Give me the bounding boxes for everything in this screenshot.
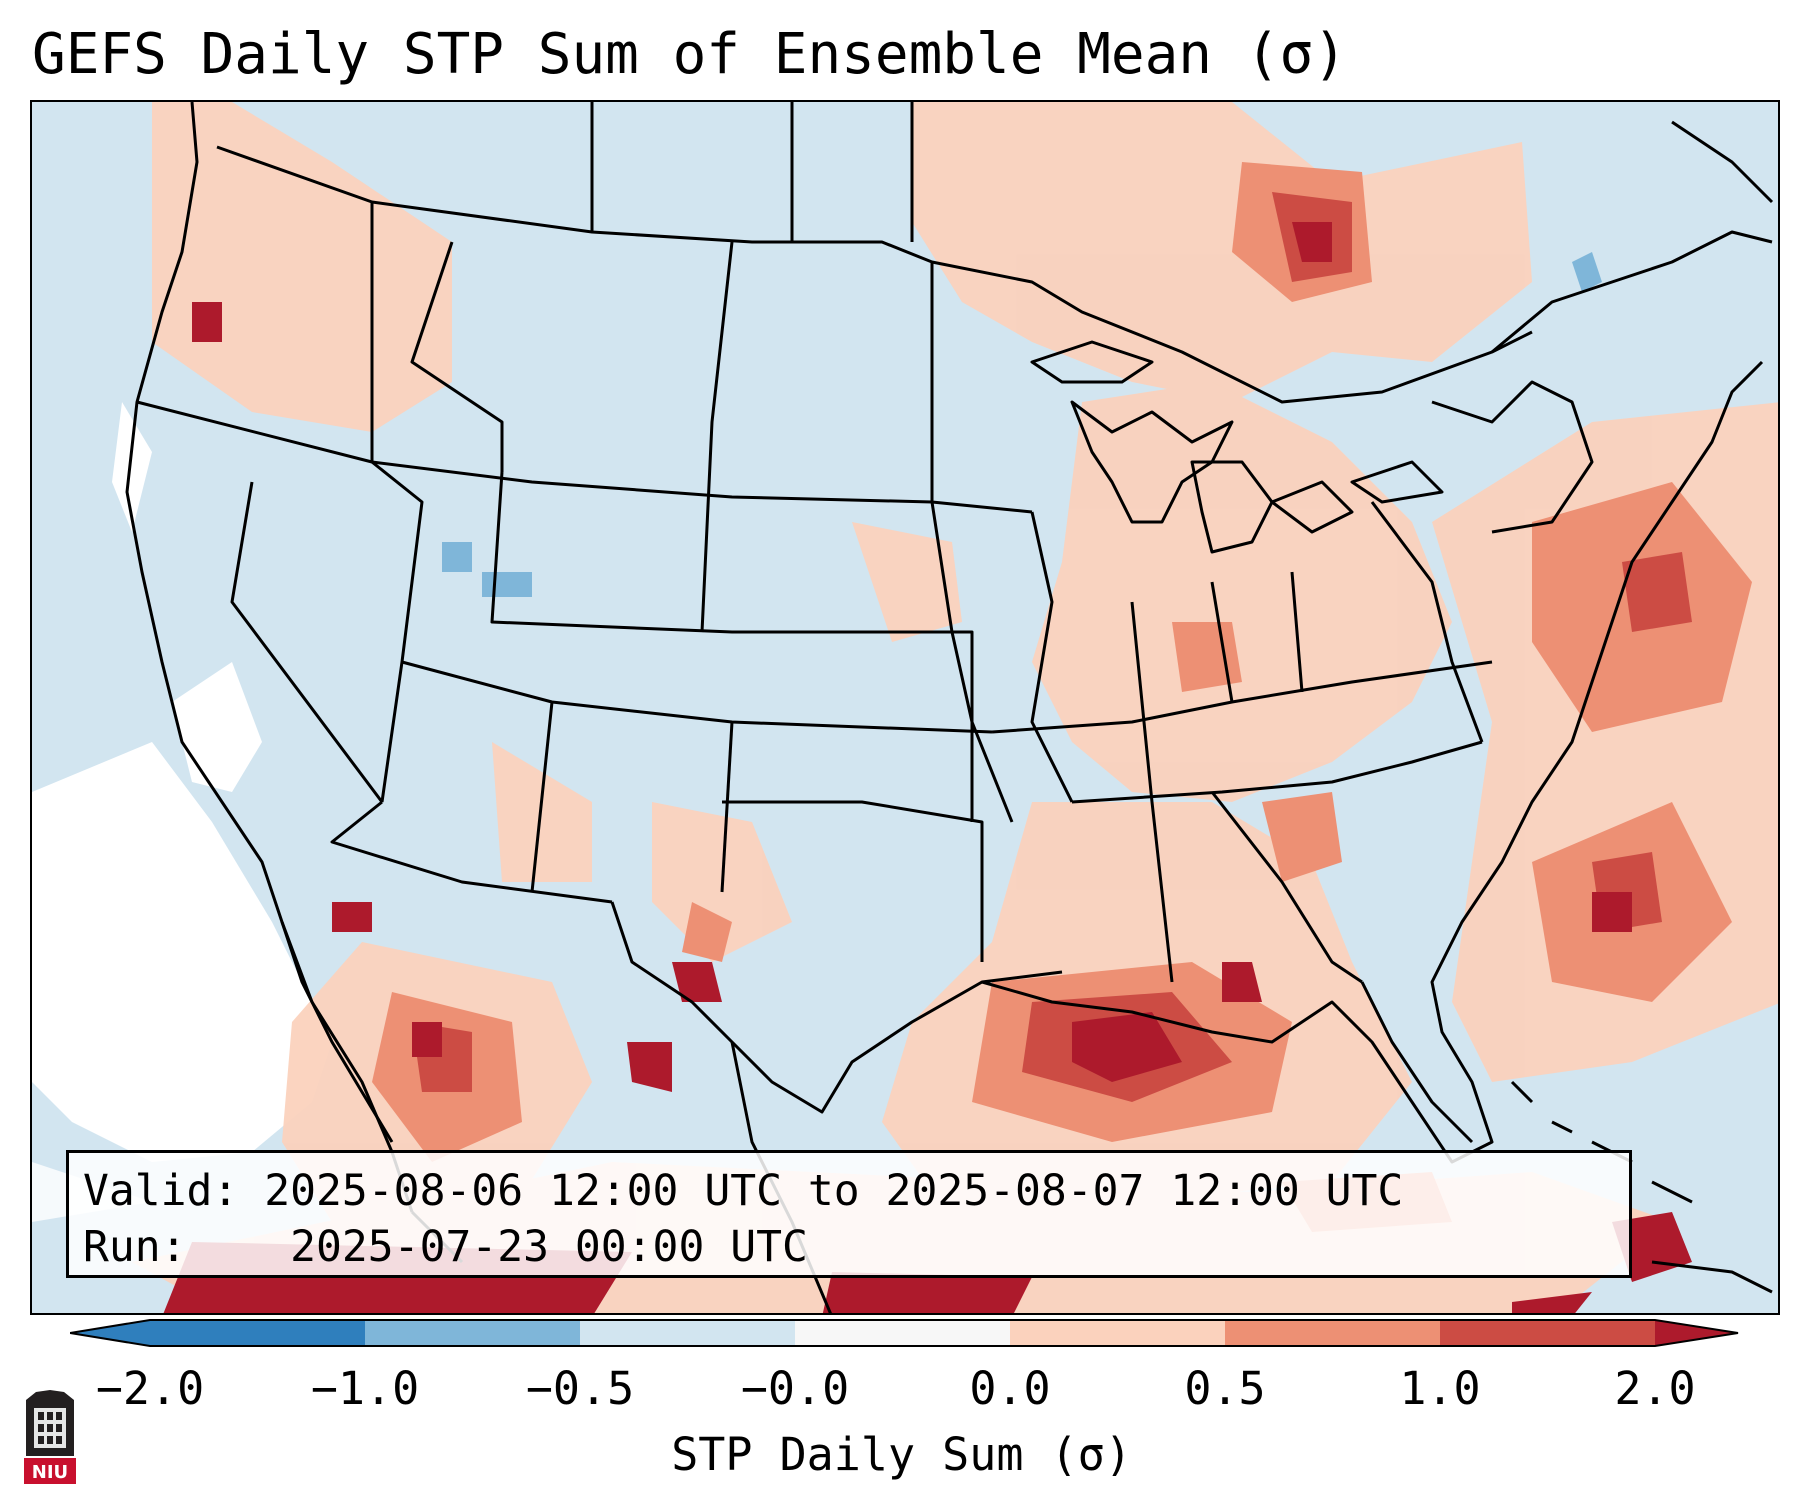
colorbar-tick-label: 0.5: [1184, 1362, 1266, 1415]
valid-run-info-box: Valid: 2025-08-06 12:00 UTC to 2025-08-0…: [66, 1150, 1632, 1278]
colorbar-tick-label: −0.0: [740, 1362, 850, 1415]
country-state-borders: [125, 102, 1774, 1313]
anomaly-light-positive: [132, 102, 1778, 1313]
colorbar-segment-7: [1440, 1320, 1655, 1346]
map-panel: [30, 100, 1780, 1315]
colorbar-segment-3: [580, 1320, 795, 1346]
logo-text: NIU: [32, 1462, 68, 1483]
colorbar-extend-low: [70, 1320, 150, 1346]
colorbar-label: STP Daily Sum (σ): [671, 1428, 1132, 1481]
colorbar-tick-label: 0.0: [969, 1362, 1051, 1415]
valid-value: 2025-08-06 12:00 UTC to 2025-08-07 12:00…: [264, 1166, 1404, 1216]
valid-label: Valid:: [83, 1166, 239, 1216]
colorbar-segment-4: [795, 1320, 1010, 1346]
niu-logo: NIU: [24, 1390, 76, 1484]
run-label: Run:: [83, 1222, 187, 1272]
colorbar-tick-label: 1.0: [1399, 1362, 1481, 1415]
colorbar-segment-2: [365, 1320, 580, 1346]
colorbar-segment-6: [1225, 1320, 1440, 1346]
chart-title: GEFS Daily STP Sum of Ensemble Mean (σ): [32, 22, 1347, 87]
colorbar-tick-label: −0.5: [525, 1362, 635, 1415]
colorbar-extend-high: [1655, 1320, 1738, 1346]
colorbar-tick-label: −2.0: [95, 1362, 205, 1415]
colorbar-tick-label: 2.0: [1614, 1362, 1696, 1415]
run-value: 2025-07-23 00:00 UTC: [290, 1222, 808, 1272]
colorbar-segment-1: [150, 1320, 365, 1346]
colorbar: [70, 1319, 1739, 1347]
colorbar-tick-label: −1.0: [310, 1362, 420, 1415]
colorbar-segment-5: [1010, 1320, 1225, 1346]
map-canvas: [32, 102, 1778, 1313]
